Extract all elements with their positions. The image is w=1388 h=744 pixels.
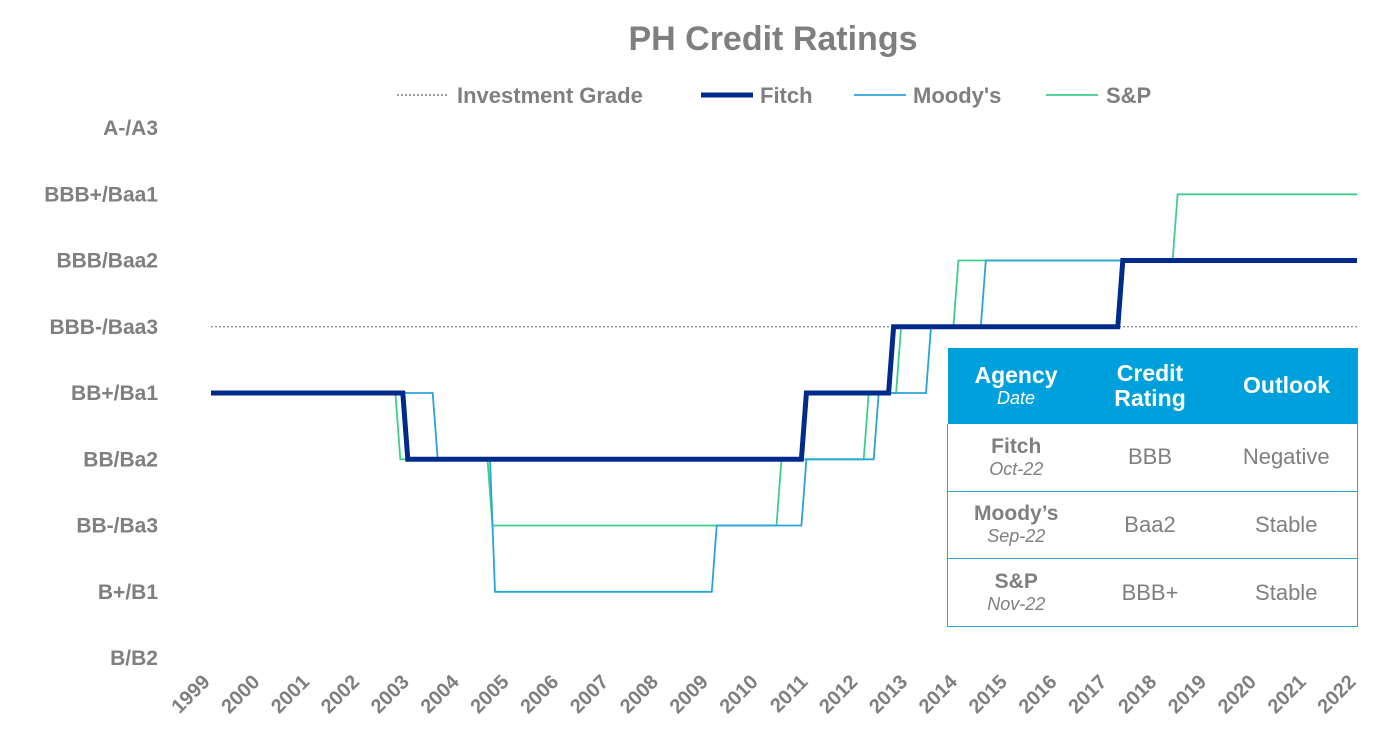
x-tick-label: 2014: [915, 670, 963, 718]
x-tick-label: 2019: [1164, 671, 1211, 718]
x-tick-label: 2016: [1015, 671, 1062, 718]
x-tick-label: 2012: [815, 671, 862, 718]
rating-cell: BBB: [1084, 424, 1216, 492]
legend-label-fitch: Fitch: [760, 83, 813, 108]
series-line-fitch: [211, 258, 1357, 462]
agency-cell: S&P Nov-22: [947, 558, 1085, 627]
x-axis: 1999 2000 2001 2002 2003 2004 2005 2006 2007 2008…: [168, 670, 1361, 718]
x-tick-label: 1999: [168, 671, 215, 718]
agency-cell: Fitch Oct-22: [947, 424, 1085, 492]
table-row: S&P Nov-22 BBB+ Stable: [947, 558, 1358, 627]
x-tick-label: 2015: [965, 671, 1012, 718]
y-tick-label: BB+/Ba1: [71, 382, 158, 405]
legend-label-sp: S&P: [1106, 83, 1151, 108]
chart-title: PH Credit Ratings: [628, 20, 917, 58]
table-row: Moody’s Sep-22 Baa2 Stable: [947, 491, 1358, 560]
header-agency: Agency Date: [947, 348, 1085, 424]
x-tick-label: 2009: [666, 671, 713, 718]
header-outlook-label: Outlook: [1243, 372, 1330, 399]
agency-name: Fitch: [991, 434, 1042, 458]
header-outlook: Outlook: [1215, 348, 1358, 424]
x-tick-label: 2002: [317, 671, 364, 718]
rating-cell: Baa2: [1084, 491, 1216, 560]
y-tick-label: BBB-/Baa3: [49, 316, 158, 339]
y-tick-label: B/B2: [110, 647, 158, 670]
rating-cell: BBB+: [1084, 558, 1216, 627]
x-tick-label: 2007: [566, 671, 613, 718]
outlook-cell: Stable: [1215, 558, 1358, 627]
y-tick-label: BBB/Baa2: [56, 250, 158, 273]
agency-name: S&P: [994, 570, 1038, 594]
rating-date: Oct-22: [989, 458, 1044, 479]
rating-date: Nov-22: [987, 594, 1046, 615]
x-tick-label: 2008: [616, 671, 663, 718]
x-tick-label: 2018: [1114, 671, 1161, 718]
chart-legend: Investment Grade Fitch Moody's S&P: [397, 83, 1151, 108]
outlook-cell: Negative: [1215, 424, 1358, 492]
y-tick-label: B+/B1: [98, 581, 158, 604]
y-tick-label: BB-/Ba3: [76, 515, 158, 538]
legend-label-investment-grade: Investment Grade: [457, 83, 643, 108]
x-tick-label: 2013: [865, 671, 912, 718]
legend-label-moodys: Moody's: [913, 83, 1001, 108]
x-tick-label: 2010: [716, 671, 763, 718]
ratings-table: Agency Date Credit Rating Outlook Fitch …: [947, 348, 1358, 627]
rating-date: Sep-22: [987, 526, 1046, 547]
x-tick-label: 2017: [1064, 671, 1111, 718]
outlook-cell: Stable: [1215, 491, 1358, 560]
y-tick-label: A-/A3: [103, 117, 158, 140]
table-row: Fitch Oct-22 BBB Negative: [947, 424, 1358, 492]
agency-cell: Moody’s Sep-22: [947, 491, 1085, 560]
y-tick-label: BB/Ba2: [83, 448, 158, 471]
x-tick-label: 2004: [417, 670, 465, 718]
y-axis: B/B2 B+/B1 BB-/Ba3 BB/Ba2 BB+/Ba1 BBB-/Baa3 BB…: [44, 117, 158, 670]
x-tick-label: 2011: [766, 671, 812, 717]
y-tick-label: BBB+/Baa1: [44, 183, 158, 206]
header-agency-label: Agency: [974, 362, 1058, 389]
x-tick-label: 2006: [516, 671, 563, 718]
header-credit-rating-label: Credit Rating: [1114, 359, 1186, 411]
header-date-label: Date: [996, 387, 1036, 408]
header-credit-rating: Credit Rating: [1084, 348, 1216, 424]
ratings-table-header-row: Agency Date Credit Rating Outlook: [947, 348, 1358, 424]
x-tick-label: 2020: [1214, 671, 1261, 718]
x-tick-label: 2022: [1314, 671, 1361, 718]
agency-name: Moody’s: [974, 502, 1059, 526]
x-tick-label: 2000: [217, 671, 264, 718]
series-layer: [211, 193, 1357, 593]
x-tick-label: 2005: [466, 671, 513, 718]
x-tick-label: 2021: [1264, 671, 1311, 718]
x-tick-label: 2001: [267, 671, 314, 718]
x-tick-label: 2003: [367, 671, 414, 718]
